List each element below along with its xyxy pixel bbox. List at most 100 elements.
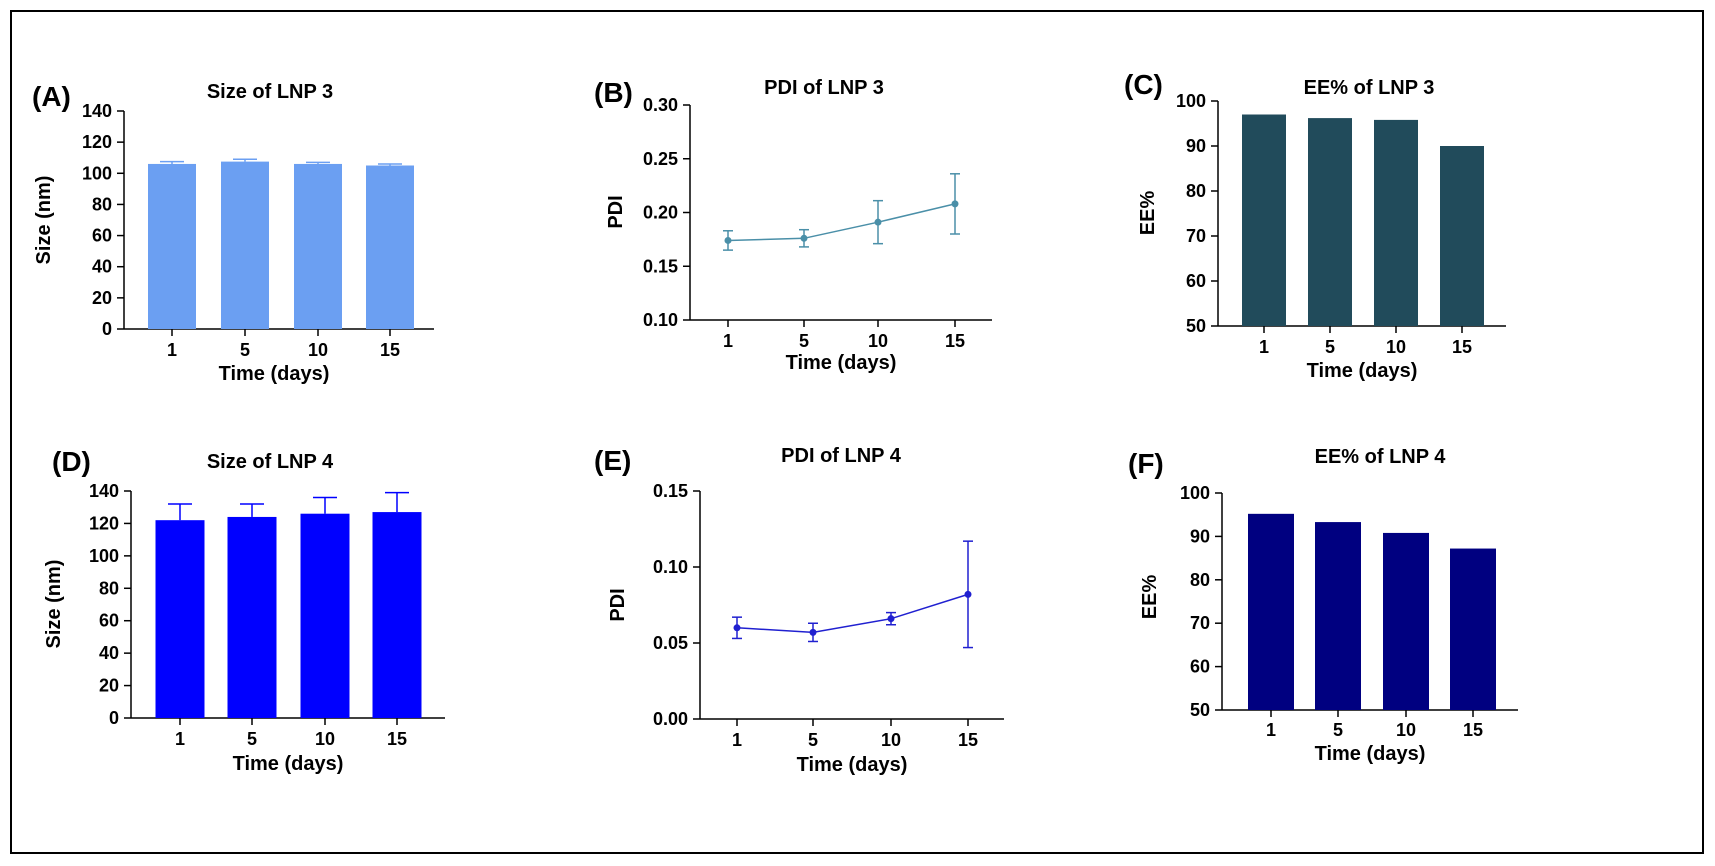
chart-title: EE% of LNP 4 <box>1315 446 1447 468</box>
y-axis-title: PDI <box>605 195 627 228</box>
bar <box>372 512 422 718</box>
x-tick-label: 1 <box>1259 337 1269 357</box>
x-tick-label: 15 <box>1452 337 1472 357</box>
y-axis-title: PDI <box>607 588 629 621</box>
y-tick-label: 0.10 <box>643 310 678 330</box>
panel-label: (F) <box>1128 448 1164 479</box>
y-tick-label: 140 <box>89 481 119 501</box>
data-point <box>800 234 808 242</box>
x-axis-title: Time (days) <box>1315 743 1426 765</box>
y-tick-label: 90 <box>1186 136 1206 156</box>
x-tick-label: 1 <box>732 730 742 750</box>
figure-frame: (A) Size of LNP 3 0 20 40 60 80 100 120 140 1 5 10 15… <box>10 10 1704 854</box>
bar <box>221 161 269 329</box>
x-axis-title: Time (days) <box>219 363 330 385</box>
y-axis-title: EE% <box>1137 191 1159 236</box>
chart-title: PDI of LNP 4 <box>781 445 902 467</box>
bar <box>148 163 196 329</box>
panel-label: (C) <box>1124 69 1163 100</box>
data-point <box>724 236 732 244</box>
y-tick-label: 40 <box>92 257 112 277</box>
x-tick-label: 15 <box>945 331 965 351</box>
y-tick-label: 0.15 <box>643 256 678 276</box>
y-tick-label: 60 <box>92 226 112 246</box>
y-tick-label: 0.30 <box>643 95 678 115</box>
x-tick-label: 15 <box>380 340 400 360</box>
bar <box>227 516 277 718</box>
bar <box>1242 114 1286 326</box>
bar <box>294 163 342 329</box>
y-tick-label: 50 <box>1186 316 1206 336</box>
y-tick-label: 60 <box>99 611 119 631</box>
bar <box>1440 146 1484 326</box>
panel-label: (B) <box>594 77 633 108</box>
x-tick-label: 5 <box>799 331 809 351</box>
y-tick-label: 70 <box>1190 613 1210 633</box>
y-tick-label: 100 <box>1180 483 1210 503</box>
x-tick-label: 10 <box>868 331 888 351</box>
y-tick-label: 70 <box>1186 226 1206 246</box>
x-axis-title: Time (days) <box>786 352 897 374</box>
bar <box>1383 532 1429 710</box>
y-tick-label: 90 <box>1190 526 1210 546</box>
bar <box>155 520 205 718</box>
x-tick-label: 1 <box>723 331 733 351</box>
y-tick-label: 140 <box>82 101 112 121</box>
y-tick-label: 120 <box>89 513 119 533</box>
x-tick-label: 10 <box>1386 337 1406 357</box>
chart-title: PDI of LNP 3 <box>764 77 884 99</box>
y-tick-label: 0.10 <box>653 557 688 577</box>
x-tick-label: 10 <box>308 340 328 360</box>
y-axis-title: EE% <box>1139 575 1161 620</box>
data-point <box>733 624 741 632</box>
x-tick-label: 15 <box>387 729 407 749</box>
data-point <box>874 218 882 226</box>
bar <box>300 513 350 718</box>
y-tick-label: 100 <box>89 546 119 566</box>
y-tick-label: 80 <box>1190 570 1210 590</box>
chart-title: EE% of LNP 3 <box>1304 77 1435 99</box>
y-tick-label: 0.05 <box>653 633 688 653</box>
x-tick-label: 5 <box>240 340 250 360</box>
panel-label: (A) <box>32 81 71 112</box>
x-axis-title: Time (days) <box>233 753 344 775</box>
y-tick-label: 120 <box>82 132 112 152</box>
x-tick-label: 5 <box>247 729 257 749</box>
y-tick-label: 80 <box>99 578 119 598</box>
panel-label: (D) <box>52 446 91 477</box>
data-point <box>887 615 895 623</box>
x-tick-label: 5 <box>808 730 818 750</box>
data-point <box>809 628 817 636</box>
y-tick-label: 50 <box>1190 700 1210 720</box>
y-tick-label: 60 <box>1190 657 1210 677</box>
x-tick-label: 15 <box>958 730 978 750</box>
panel-label: (E) <box>594 445 631 476</box>
x-axis-title: Time (days) <box>1307 360 1418 382</box>
series-line <box>736 593 969 634</box>
x-tick-label: 5 <box>1333 720 1343 740</box>
bar <box>1308 118 1352 326</box>
y-tick-label: 100 <box>82 163 112 183</box>
chart-title: Size of LNP 3 <box>207 81 333 103</box>
y-tick-label: 20 <box>99 676 119 696</box>
data-point <box>964 590 972 598</box>
y-tick-label: 0.20 <box>643 203 678 223</box>
chart-panel-b: (B) PDI of LNP 30.100.150.200.250.301 5 10 1… <box>594 77 992 374</box>
bar <box>1374 119 1418 327</box>
y-tick-label: 0 <box>109 708 119 728</box>
y-tick-label: 40 <box>99 643 119 663</box>
bar <box>366 165 414 329</box>
x-tick-label: 10 <box>881 730 901 750</box>
chart-title: Size of LNP 4 <box>207 451 334 473</box>
x-tick-label: 1 <box>1266 720 1276 740</box>
bar <box>1248 513 1294 710</box>
x-tick-label: 10 <box>315 729 335 749</box>
y-tick-label: 100 <box>1176 91 1206 111</box>
y-tick-label: 0.15 <box>653 481 688 501</box>
y-tick-label: 60 <box>1186 271 1206 291</box>
y-tick-label: 20 <box>92 288 112 308</box>
